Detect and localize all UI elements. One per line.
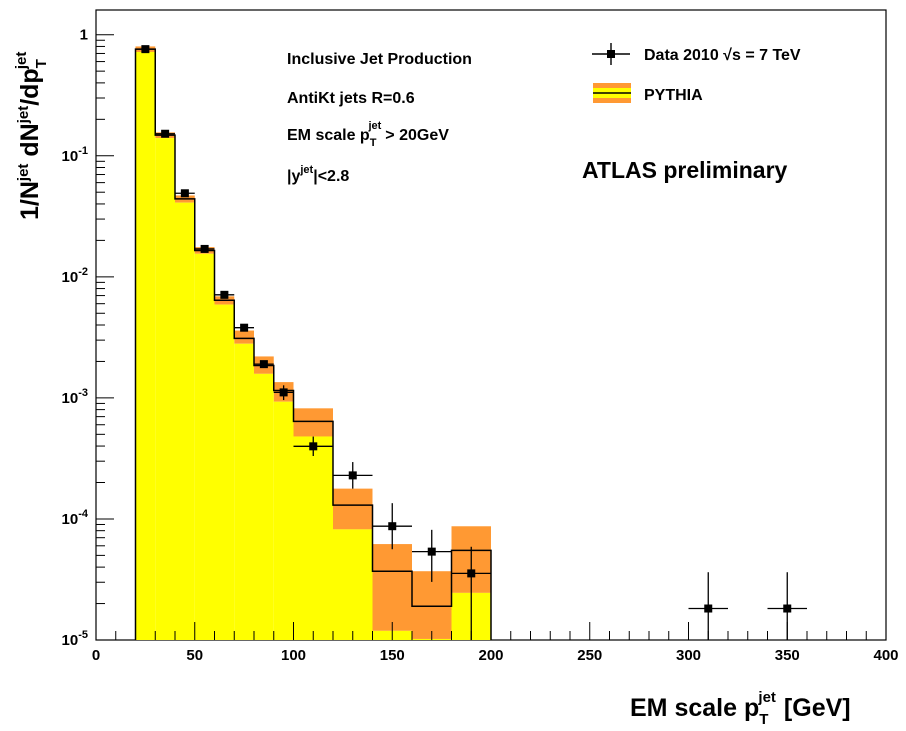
data-point	[259, 360, 268, 369]
x-tick-label: 250	[577, 647, 602, 664]
mc-band	[234, 330, 254, 344]
mc-band	[412, 571, 452, 639]
mc-bar	[194, 253, 215, 641]
data-point	[704, 604, 713, 613]
x-tick-label: 50	[186, 647, 203, 664]
x-axis-title: EM scale pTjet [GeV]	[630, 689, 851, 726]
mc-bar	[175, 202, 195, 640]
x-tick-label: 100	[281, 647, 306, 664]
data-point	[161, 129, 170, 138]
data-point	[348, 471, 357, 480]
annotation-line3: EM scale pTjet> 20GeV	[287, 120, 449, 149]
data-point	[279, 388, 288, 397]
mc-band	[293, 408, 333, 437]
x-tick-label: 0	[92, 647, 100, 664]
data-points-layer	[135, 45, 807, 640]
y-tick-label: 10-4	[62, 508, 89, 528]
y-tick-label: 10-3	[62, 387, 88, 407]
data-point	[467, 569, 476, 578]
legend-data-label: Data 2010 √s = 7 TeV	[644, 47, 801, 64]
y-axis-title: 1/Njet dNjet/dpTjet	[13, 52, 50, 220]
legend-data-marker	[592, 43, 630, 65]
x-tick-label: 150	[380, 647, 405, 664]
data-point	[240, 323, 249, 332]
mc-bar	[234, 343, 254, 640]
y-tick-label: 10-2	[62, 266, 88, 286]
data-point	[200, 244, 209, 253]
mc-band	[333, 488, 373, 530]
mc-band	[372, 544, 412, 631]
x-tick-label: 300	[676, 647, 701, 664]
x-tick-label: 400	[873, 647, 898, 664]
data-point	[427, 547, 436, 556]
data-point	[388, 522, 397, 531]
y-tick-label: 10-5	[62, 629, 88, 649]
x-tick-label: 200	[478, 647, 503, 664]
data-point	[220, 290, 229, 299]
data-point	[180, 189, 189, 198]
legend: Data 2010 √s = 7 TeV PYTHIA	[592, 43, 801, 104]
legend-pythia-label: PYTHIA	[644, 87, 703, 104]
y-tick-label: 10-1	[62, 145, 88, 165]
y-tick-label: 1	[80, 27, 88, 44]
data-point	[783, 604, 792, 613]
mc-bar	[273, 401, 294, 640]
mc-bar	[135, 51, 156, 640]
x-tick-label: 350	[775, 647, 800, 664]
mc-bar	[254, 373, 274, 640]
mc-bar	[155, 138, 175, 641]
annotation-line1: Inclusive Jet Production	[287, 51, 472, 68]
axes-layer: 0 50 100 150 200 250 300 350 400 1 10-1 10-2 10-3 10-…	[62, 27, 899, 664]
annotation-line4: |yjet|<2.8	[287, 164, 349, 185]
atlas-label: ATLAS preliminary	[582, 157, 788, 183]
data-point	[309, 442, 318, 451]
data-point	[141, 45, 150, 54]
mc-bar	[214, 304, 235, 640]
legend-pythia-swatch	[593, 83, 631, 103]
annotation-line2: AntiKt jets R=0.6	[287, 90, 415, 107]
mc-bar	[333, 529, 373, 640]
mc-fill-layer	[135, 51, 491, 641]
mc-bar	[293, 436, 333, 640]
